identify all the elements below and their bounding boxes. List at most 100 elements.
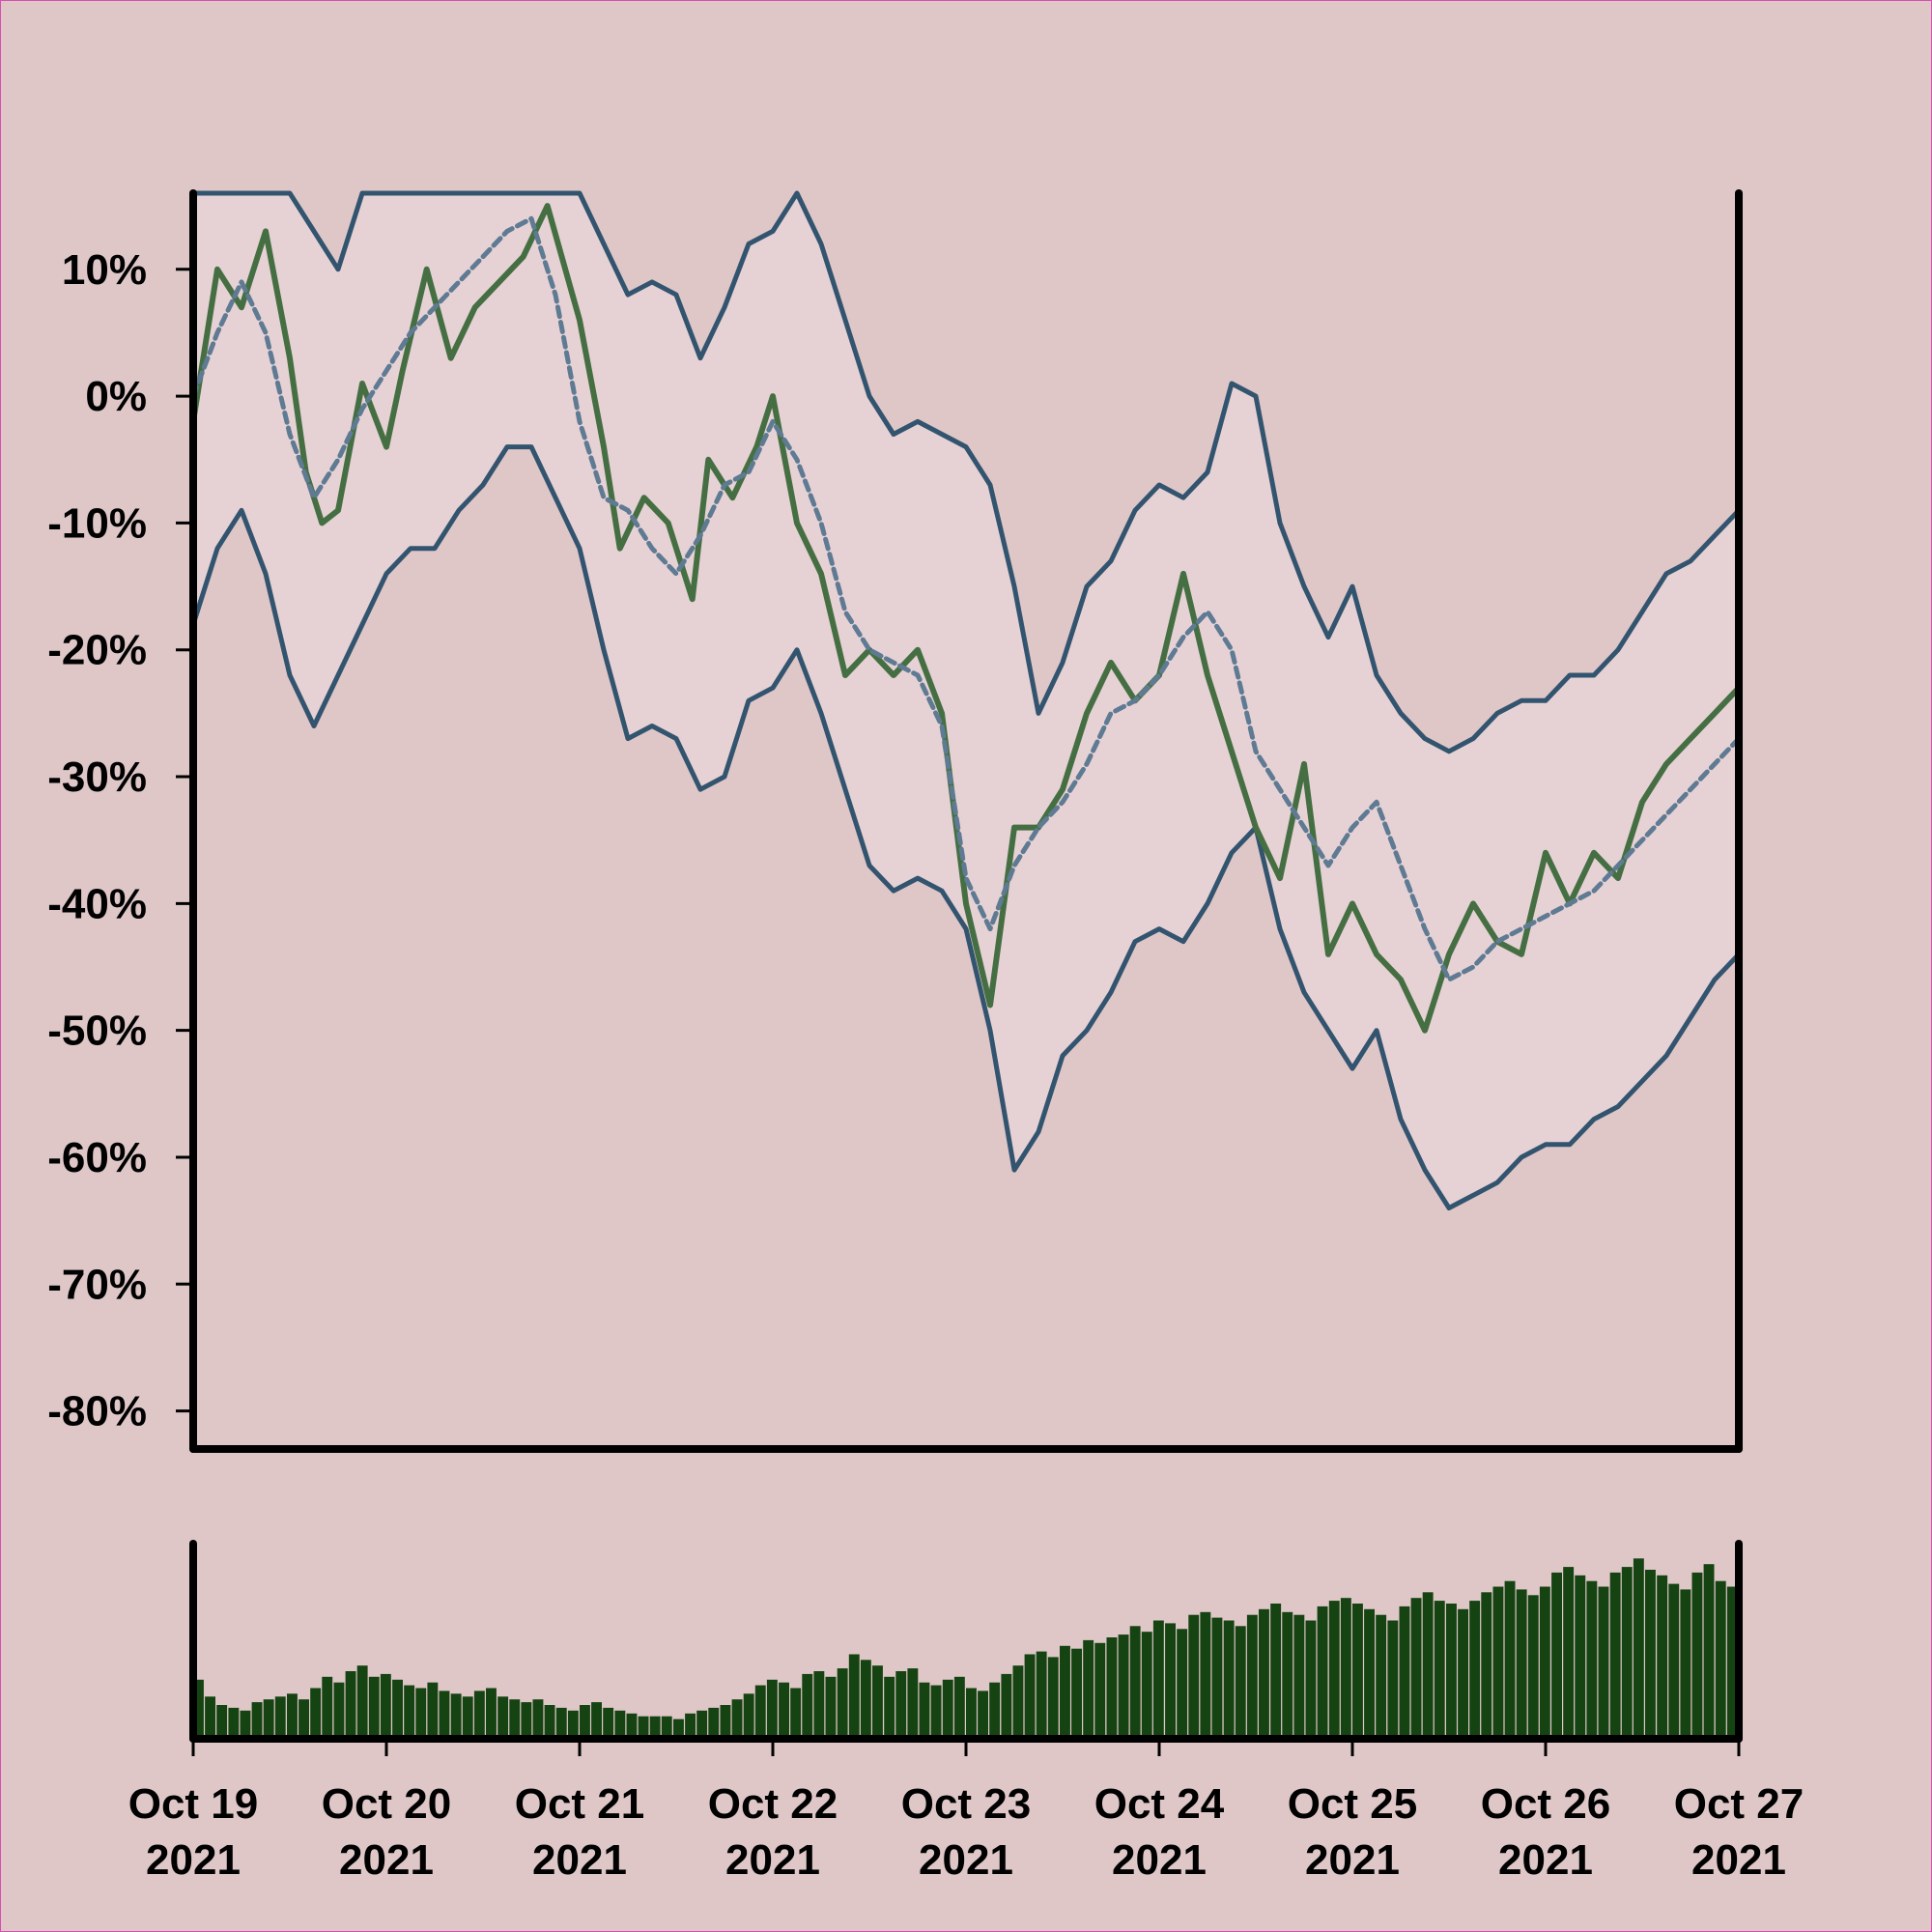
- volume-bar: [1726, 1586, 1738, 1739]
- volume-bar: [322, 1676, 333, 1739]
- volume-bar: [603, 1707, 614, 1739]
- volume-bar: [1001, 1673, 1012, 1739]
- volume-bar: [1609, 1572, 1621, 1739]
- volume-bar: [825, 1676, 837, 1739]
- volume-bar: [1270, 1604, 1282, 1739]
- volume-bar: [802, 1673, 813, 1739]
- volume-bar: [1458, 1608, 1468, 1739]
- volume-bar: [953, 1676, 965, 1739]
- volume-bar: [1165, 1623, 1176, 1739]
- y-tick-label: -70%: [47, 1261, 147, 1308]
- y-tick-label: -60%: [47, 1134, 147, 1181]
- y-tick-label: -10%: [47, 499, 147, 547]
- volume-bar: [1399, 1605, 1410, 1739]
- volume-bar: [1376, 1614, 1387, 1739]
- volume-bar: [1715, 1580, 1726, 1739]
- volume-bar: [1047, 1657, 1059, 1739]
- volume-bar: [274, 1696, 286, 1740]
- volume-bar: [848, 1654, 860, 1739]
- volume-bar: [860, 1660, 871, 1739]
- volume-bar: [1657, 1575, 1668, 1739]
- volume-bar: [216, 1705, 228, 1739]
- volume-bar: [333, 1682, 345, 1739]
- volume-bar: [462, 1696, 473, 1740]
- volume-bar: [450, 1693, 462, 1739]
- volume-bar: [193, 1679, 204, 1740]
- volume-bar: [1691, 1572, 1703, 1739]
- volume-bar: [930, 1685, 942, 1739]
- volume-bar: [1340, 1598, 1351, 1739]
- volume-bar: [497, 1696, 509, 1740]
- volume-bar: [1703, 1564, 1715, 1739]
- upper-band-line: [190, 190, 1742, 754]
- volume-bar: [1106, 1637, 1118, 1739]
- volume-bar: [392, 1679, 403, 1740]
- y-tick-label: -50%: [47, 1008, 147, 1055]
- volume-bar: [1083, 1639, 1094, 1739]
- volume-bar: [978, 1690, 988, 1739]
- volume-bar: [439, 1690, 450, 1739]
- volume-bar: [989, 1682, 1001, 1739]
- volume-bar: [720, 1705, 731, 1739]
- volume-bar: [555, 1707, 567, 1739]
- volume-bar: [1621, 1567, 1633, 1739]
- x-tick-label: Oct 21 2021: [515, 1780, 645, 1884]
- volume-bar: [380, 1673, 391, 1739]
- y-tick-layer: 10% 0% -10% -20% -30% -40% -50% -60% -70% -80%: [47, 246, 193, 1435]
- volume-bar: [685, 1713, 696, 1740]
- volume-bar: [1060, 1645, 1070, 1740]
- volume-bar: [1259, 1608, 1269, 1739]
- volume-bar: [1668, 1583, 1680, 1739]
- volume-bar: [661, 1716, 672, 1739]
- volume-bar: [580, 1705, 590, 1739]
- volume-layer: [193, 1558, 1738, 1740]
- volume-bar: [356, 1665, 368, 1739]
- volume-bar: [1598, 1586, 1609, 1739]
- y-tick-label: -40%: [47, 880, 147, 927]
- volume-bar: [673, 1719, 684, 1739]
- volume-bar: [1551, 1572, 1562, 1739]
- volume-bar: [532, 1699, 544, 1739]
- volume-bar: [287, 1693, 298, 1739]
- volume-bar: [1387, 1620, 1399, 1739]
- volume-bar: [919, 1682, 930, 1739]
- volume-bar: [1317, 1605, 1328, 1739]
- line-layer: [190, 190, 1742, 1210]
- volume-bar: [1188, 1614, 1200, 1739]
- volume-bar: [240, 1710, 251, 1739]
- volume-bar: [766, 1679, 778, 1740]
- volume-bar: [1481, 1592, 1492, 1739]
- volume-bar: [567, 1710, 579, 1739]
- y-tick-label: 10%: [62, 246, 147, 294]
- volume-bar: [626, 1713, 638, 1740]
- volume-bar: [638, 1716, 649, 1739]
- volume-bar: [1680, 1589, 1691, 1739]
- volume-bar: [1645, 1570, 1656, 1739]
- volume-bar: [1118, 1634, 1129, 1739]
- band-fill-layer: [193, 193, 1739, 1208]
- volume-bar: [1364, 1608, 1375, 1739]
- volume-bar: [1141, 1632, 1152, 1739]
- volume-bar: [884, 1676, 895, 1739]
- volume-bar: [743, 1693, 754, 1739]
- x-tick-label: Oct 26 2021: [1481, 1780, 1611, 1884]
- volume-bar: [1575, 1575, 1586, 1739]
- y-tick-label: -80%: [47, 1388, 147, 1435]
- volume-bar: [1328, 1601, 1340, 1739]
- volume-bar: [1282, 1611, 1293, 1740]
- volume-bar: [251, 1702, 263, 1739]
- volume-bar: [205, 1696, 215, 1740]
- volume-bar: [754, 1685, 766, 1739]
- volume-bar: [895, 1671, 907, 1739]
- volume-bar: [1492, 1586, 1504, 1739]
- volume-bar: [473, 1690, 485, 1739]
- volume-bar: [345, 1671, 356, 1739]
- x-tick-layer: Oct 19 2021 Oct 20 2021 Oct 21 2021 Oct 22 2021…: [128, 1739, 1804, 1884]
- volume-bar: [591, 1702, 602, 1739]
- volume-bar: [696, 1710, 708, 1739]
- volume-bar: [544, 1705, 555, 1739]
- volume-bar: [1352, 1604, 1363, 1739]
- volume-bar: [298, 1699, 309, 1739]
- volume-bar: [404, 1685, 415, 1739]
- volume-bar: [1446, 1604, 1457, 1739]
